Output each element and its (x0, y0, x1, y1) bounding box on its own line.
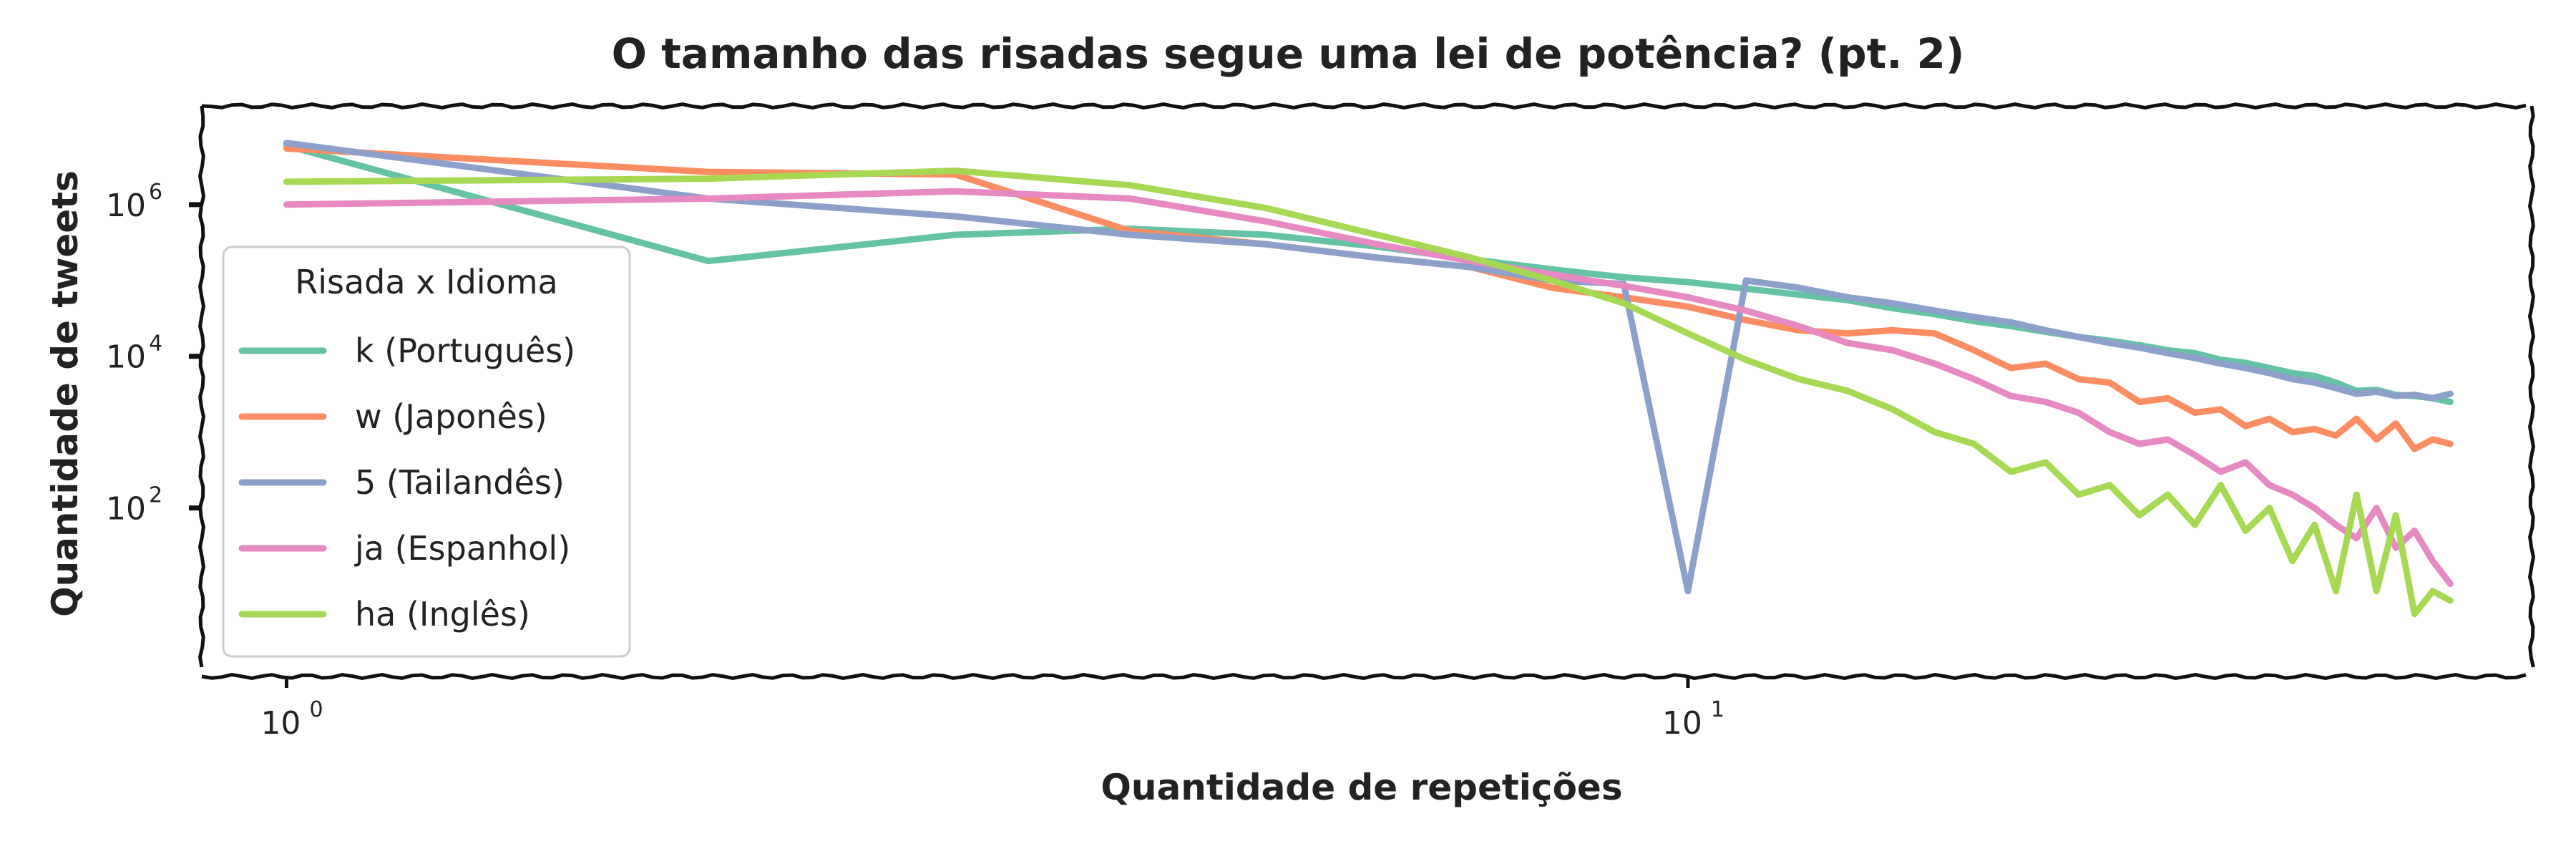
y-tick-exponent: 2 (149, 483, 162, 508)
plot-frame (197, 102, 2536, 681)
axis-spine-bottom (201, 672, 2527, 681)
legend-entry: ha (Inglês) (355, 595, 530, 634)
axis-spine-left (197, 105, 206, 668)
x-tick-exponent: 1 (1711, 697, 1724, 722)
legend-items: k (Português) w (Japonês) 5 (Tailandês) ja … (238, 331, 575, 634)
y-axis-label: Quantidade de tweets (44, 170, 86, 617)
series-line-3 (283, 188, 2454, 588)
legend-title: Risada x Idioma (295, 263, 557, 301)
y-tick-exponent: 6 (149, 180, 162, 205)
y-tick-label: 10 (106, 339, 146, 376)
x-axis-ticks: 10 0 10 1 (260, 678, 1724, 742)
series-layer (283, 140, 2454, 618)
legend-entry: 5 (Tailandês) (355, 463, 565, 502)
legend: Risada x Idioma k (Português) w (Japonês)… (222, 246, 631, 658)
y-tick-label: 10 (106, 188, 146, 224)
series-line-4 (283, 168, 2454, 618)
series-line-2 (283, 140, 2454, 595)
x-tick-label: 10 (1662, 705, 1702, 742)
x-tick-label: 10 (260, 705, 301, 742)
y-tick-label: 10 (106, 491, 146, 528)
x-axis-label: Quantidade de repetições (1101, 767, 1622, 808)
chart-title: O tamanho das risadas segue uma lei de p… (612, 29, 1965, 78)
x-tick-exponent: 0 (309, 697, 323, 722)
axis-spine-top (201, 102, 2527, 110)
legend-entry: ja (Espanhol) (354, 529, 570, 568)
legend-entry: w (Japonês) (355, 397, 547, 436)
legend-entry: k (Português) (355, 331, 575, 370)
y-tick-exponent: 4 (149, 331, 162, 356)
axis-spine-right (2527, 105, 2536, 668)
